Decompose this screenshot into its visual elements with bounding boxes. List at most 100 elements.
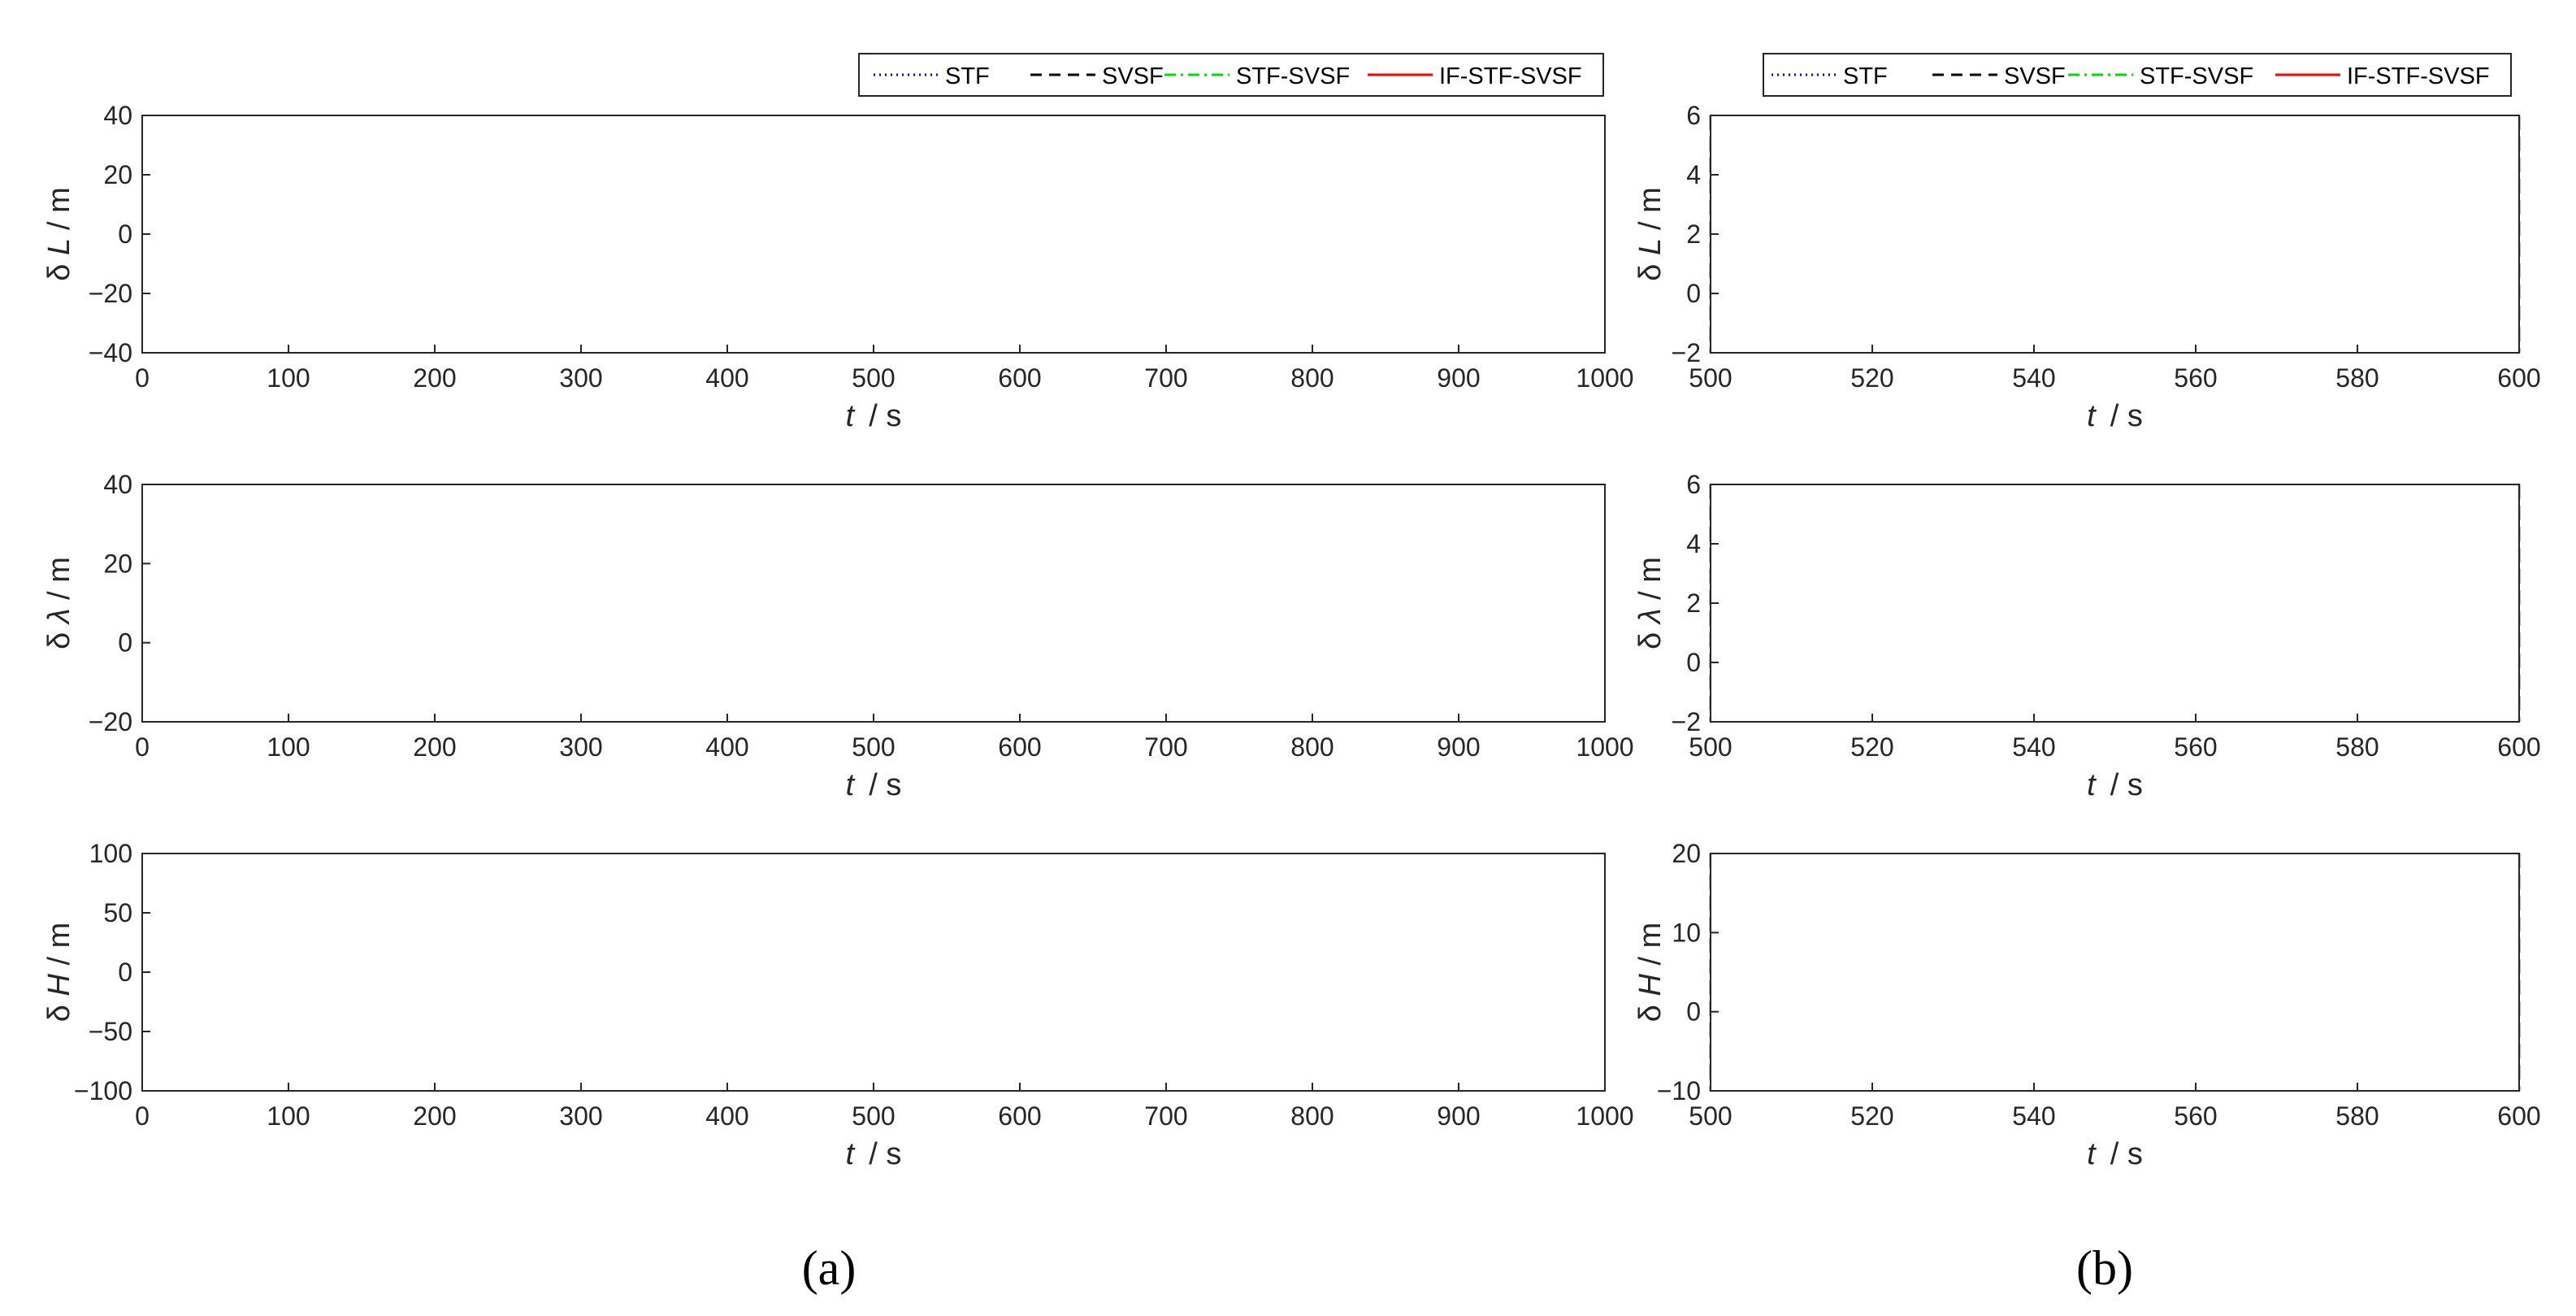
y-tick-label: 40 xyxy=(103,470,132,499)
legend-b-stfsvsf: STF-SVSF xyxy=(2068,63,2253,89)
legend-a-stf: STF xyxy=(874,63,990,89)
plot-a3: 0 100 200 300 400 500 600 700 800 900 1000 −100 −50 0… xyxy=(42,839,1634,1171)
x-tick-label: 500 xyxy=(1689,1101,1732,1131)
y-tick-label: 100 xyxy=(89,839,132,868)
x-tick-label: 500 xyxy=(852,363,895,393)
x-axis-label: t / s xyxy=(846,768,902,802)
legend-b-ifstfsvsf-label: IF-STF-SVSF xyxy=(2347,63,2490,89)
x-tick-label: 0 xyxy=(135,732,150,762)
y-axis-label: δ λ / m xyxy=(1633,557,1667,649)
y-tick-label: −100 xyxy=(74,1076,132,1105)
x-tick-label: 600 xyxy=(998,1101,1041,1131)
plot-a1: 0 100 200 300 400 500 600 700 800 900 1000 −40 −20 0 2… xyxy=(42,101,1634,433)
plot-frame-a2 xyxy=(141,484,1606,723)
y-tick-label: −2 xyxy=(1672,338,1701,367)
plot-frame-b1 xyxy=(1710,115,2520,354)
x-tick-label: 540 xyxy=(2012,732,2055,762)
x-tick-label: 520 xyxy=(1850,1101,1893,1131)
x-tick-label: 100 xyxy=(267,1101,310,1131)
x-tick-label: 300 xyxy=(559,1101,602,1131)
y-tick-label: 20 xyxy=(103,160,132,189)
legend-b-stfsvsf-label: STF-SVSF xyxy=(2140,63,2253,89)
y-tick-label: 0 xyxy=(118,219,132,249)
x-axis-label: t / s xyxy=(846,399,902,433)
x-axis-label: t / s xyxy=(2087,399,2143,433)
x-tick-label: 600 xyxy=(2497,732,2540,762)
y-tick-label: −10 xyxy=(1657,1076,1701,1105)
y-tick-label: 4 xyxy=(1686,529,1701,558)
x-tick-label: 540 xyxy=(2012,363,2055,393)
y-tick-label: 6 xyxy=(1686,101,1701,130)
legend-a-svsf-label: SVSF xyxy=(1102,63,1164,89)
y-axis-label: δ H / m xyxy=(42,923,76,1023)
x-tick-label: 700 xyxy=(1144,732,1187,762)
legend-b-stf: STF xyxy=(1772,63,1888,89)
x-tick-label: 200 xyxy=(413,1101,456,1131)
x-tick-label: 400 xyxy=(705,732,748,762)
x-tick-label: 700 xyxy=(1144,1101,1187,1131)
y-tick-label: −20 xyxy=(89,279,132,308)
x-tick-label: 580 xyxy=(2335,1101,2379,1131)
y-axis-label: δ L / m xyxy=(1633,187,1667,281)
y-tick-label: 4 xyxy=(1686,160,1701,189)
x-tick-label: 520 xyxy=(1850,732,1893,762)
y-tick-label: 10 xyxy=(1672,918,1701,947)
legend-b-stf-label: STF xyxy=(1843,63,1888,89)
legend-b-svsf: SVSF xyxy=(1932,63,2066,89)
y-tick-label: 6 xyxy=(1686,470,1701,499)
y-axis-label: δ H / m xyxy=(1633,923,1667,1023)
x-tick-label: 200 xyxy=(413,732,456,762)
x-tick-label: 1000 xyxy=(1576,732,1633,762)
legend-a-stfsvsf: STF-SVSF xyxy=(1164,63,1350,89)
y-tick-label: 0 xyxy=(1686,997,1701,1027)
y-tick-label: 0 xyxy=(118,958,132,987)
legend-a: STF SVSF STF-SVSF IF-STF-SVSF xyxy=(858,53,1604,97)
y-axis-label: δ L / m xyxy=(42,187,76,281)
x-tick-label: 500 xyxy=(852,1101,895,1131)
plot-frame-b2 xyxy=(1710,484,2520,723)
legend-a-svsf: SVSF xyxy=(1030,63,1164,89)
y-tick-label: 0 xyxy=(1686,279,1701,308)
x-tick-label: 560 xyxy=(2174,363,2217,393)
x-tick-label: 900 xyxy=(1437,1101,1480,1131)
y-tick-label: 2 xyxy=(1686,589,1701,618)
x-tick-label: 300 xyxy=(559,363,602,393)
x-tick-label: 900 xyxy=(1437,363,1480,393)
plot-b2: 500 520 540 560 580 600 −2 0 2 4 6 t / s δ λ / m xyxy=(1633,470,2541,802)
x-tick-label: 400 xyxy=(705,363,748,393)
y-tick-label: −40 xyxy=(89,338,132,367)
y-tick-label: 20 xyxy=(1672,839,1701,868)
x-axis-label: t / s xyxy=(846,1137,902,1171)
plots-layer: 0 100 200 300 400 500 600 700 800 900 1000−40−2002… xyxy=(42,101,2541,1171)
legend-a-ifstfsvsf-label: IF-STF-SVSF xyxy=(1439,63,1582,89)
x-tick-label: 600 xyxy=(2497,363,2540,393)
x-tick-label: 100 xyxy=(267,732,310,762)
plot-frame-a3 xyxy=(141,853,1606,1092)
x-tick-label: 600 xyxy=(998,732,1041,762)
y-axis-label: δ λ / m xyxy=(42,557,76,649)
legend-b: STF SVSF STF-SVSF IF-STF-SVSF xyxy=(1763,53,2512,97)
legend-b-svsf-label: SVSF xyxy=(2004,63,2066,89)
x-tick-label: 300 xyxy=(559,732,602,762)
x-axis-label: t / s xyxy=(2087,768,2143,802)
y-tick-label: 20 xyxy=(103,549,132,578)
x-tick-label: 800 xyxy=(1290,732,1334,762)
x-tick-label: 580 xyxy=(2335,363,2379,393)
y-tick-label: −50 xyxy=(89,1017,132,1046)
legend-a-ifstfsvsf: IF-STF-SVSF xyxy=(1368,63,1582,89)
plot-b3: 500 520 540 560 580 600 −10 0 10 20 t / s δ H / m xyxy=(1633,839,2541,1171)
legend-a-stf-label: STF xyxy=(945,63,990,89)
x-tick-label: 560 xyxy=(2174,732,2217,762)
x-tick-label: 1000 xyxy=(1576,363,1633,393)
y-tick-label: 0 xyxy=(118,628,132,658)
panel-label-a: (a) xyxy=(802,1241,856,1295)
x-tick-label: 200 xyxy=(413,363,456,393)
x-tick-label: 0 xyxy=(135,363,150,393)
x-tick-label: 400 xyxy=(705,1101,748,1131)
x-tick-label: 600 xyxy=(2497,1101,2540,1131)
legend-b-ifstfsvsf: IF-STF-SVSF xyxy=(2275,63,2490,89)
x-tick-label: 560 xyxy=(2174,1101,2217,1131)
y-tick-label: −2 xyxy=(1672,707,1701,736)
plot-frame-a1 xyxy=(141,115,1606,354)
